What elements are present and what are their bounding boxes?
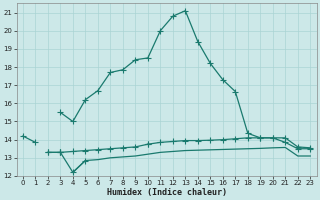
X-axis label: Humidex (Indice chaleur): Humidex (Indice chaleur)	[107, 188, 227, 197]
